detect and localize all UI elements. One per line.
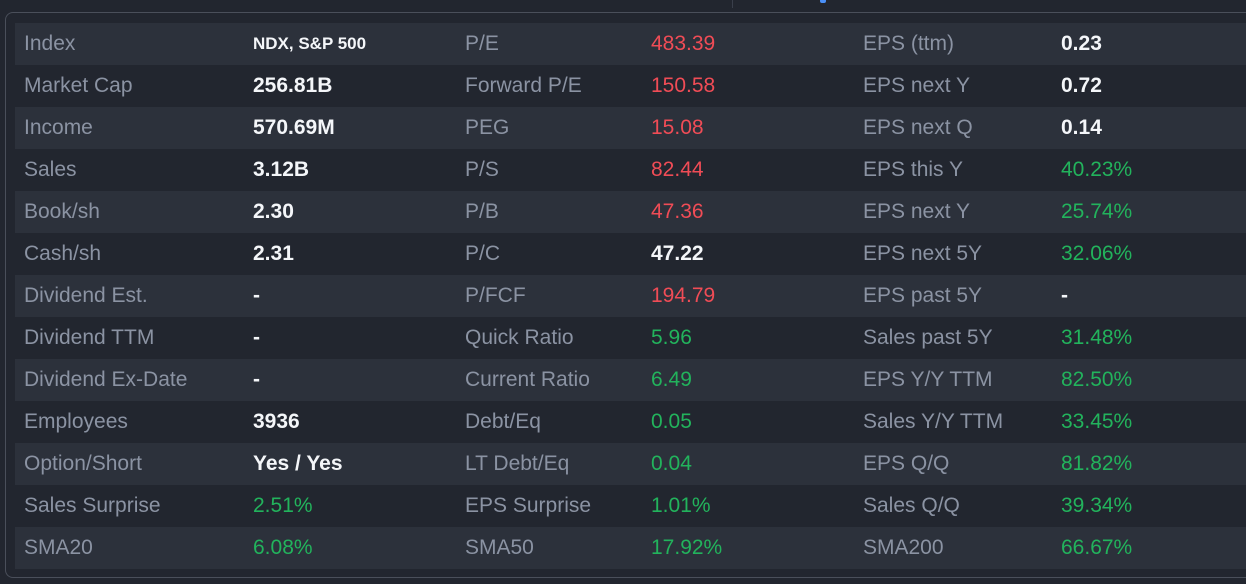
metric-label: Sales past 5Y: [863, 326, 993, 349]
metric-label: SMA20: [24, 536, 93, 559]
metric-label: SMA50: [465, 536, 534, 559]
metric-value: Yes / Yes: [253, 452, 343, 475]
metric-value: 32.06%: [1061, 242, 1133, 265]
metric-value: 47.22: [651, 242, 704, 265]
metric-label: Dividend Ex-Date: [24, 368, 188, 391]
metric-value: 39.34%: [1061, 494, 1133, 517]
metric-label: EPS (ttm): [863, 32, 955, 55]
metric-label: Debt/Eq: [465, 410, 541, 433]
fundamentals-table-card: Index NDX, S&P 500 P/E 483.39 EPS (ttm) 0.23 M…: [5, 12, 1246, 578]
metric-value: 25.74%: [1061, 200, 1133, 223]
table-row: Book/sh 2.30 P/B 47.36 EPS next Y 25.74%: [15, 191, 1246, 233]
metric-label: EPS next Y: [863, 74, 971, 97]
metric-label: Income: [24, 116, 93, 139]
table-row: SMA20 6.08% SMA50 17.92% SMA200 66.67%: [15, 527, 1246, 569]
table-row: Cash/sh 2.31 P/C 47.22 EPS next 5Y 32.06%: [15, 233, 1246, 275]
metric-value: -: [253, 326, 260, 349]
metric-label: P/E: [465, 32, 499, 55]
metric-value: 3936: [253, 410, 300, 433]
metric-value: 66.67%: [1061, 536, 1133, 559]
metric-value: 2.51%: [253, 494, 313, 517]
metric-value: 1.01%: [651, 494, 711, 517]
table-row: Income 570.69M PEG 15.08 EPS next Q 0.14: [15, 107, 1246, 149]
metric-value: 33.45%: [1061, 410, 1133, 433]
metric-label: LT Debt/Eq: [465, 452, 570, 475]
metric-label: EPS Surprise: [465, 494, 592, 517]
table-row: Employees 3936 Debt/Eq 0.05 Sales Y/Y TTM 33.…: [15, 401, 1246, 443]
metric-label: P/S: [465, 158, 499, 181]
metric-value: 256.81B: [253, 74, 333, 97]
metric-value: 82.50%: [1061, 368, 1133, 391]
metric-value: 47.36: [651, 200, 704, 223]
metric-label: EPS next Q: [863, 116, 973, 139]
table-row: Sales 3.12B P/S 82.44 EPS this Y 40.23%: [15, 149, 1246, 191]
metric-label: P/FCF: [465, 284, 526, 307]
metric-value: 2.30: [253, 200, 294, 223]
table-row: Dividend Est. - P/FCF 194.79 EPS past 5Y -: [15, 275, 1246, 317]
metric-value: -: [1061, 284, 1068, 307]
metric-label: Sales Y/Y TTM: [863, 410, 1004, 433]
metric-label: SMA200: [863, 536, 944, 559]
table-row: Market Cap 256.81B Forward P/E 150.58 EPS ne…: [15, 65, 1246, 107]
metric-label: Quick Ratio: [465, 326, 574, 349]
metric-value: 5.96: [651, 326, 692, 349]
metric-label: P/C: [465, 242, 501, 265]
top-tab-indicator: [820, 0, 826, 3]
metric-label: Sales Surprise: [24, 494, 161, 517]
metric-label: Market Cap: [24, 74, 133, 97]
metric-label: Book/sh: [24, 200, 100, 223]
metric-value: -: [253, 368, 260, 391]
table-row: Dividend TTM - Quick Ratio 5.96 Sales past 5…: [15, 317, 1246, 359]
metric-label: Cash/sh: [24, 242, 102, 265]
metric-label: Dividend Est.: [24, 284, 148, 307]
metric-value: 0.04: [651, 452, 692, 475]
table-row: Index NDX, S&P 500 P/E 483.39 EPS (ttm) 0.23: [15, 23, 1246, 65]
metric-value: 2.31: [253, 242, 294, 265]
metric-value: 17.92%: [651, 536, 723, 559]
metric-label: EPS next Y: [863, 200, 971, 223]
metric-label: EPS this Y: [863, 158, 963, 181]
metric-value: 483.39: [651, 32, 716, 55]
table-row: Dividend Ex-Date - Current Ratio 6.49 EPS Y/…: [15, 359, 1246, 401]
metric-label: Index: [24, 32, 76, 55]
metric-value: 82.44: [651, 158, 704, 181]
metric-label: Forward P/E: [465, 74, 582, 97]
metric-label: Employees: [24, 410, 128, 433]
metric-value: 40.23%: [1061, 158, 1133, 181]
metric-value: 15.08: [651, 116, 704, 139]
metric-value: 194.79: [651, 284, 716, 307]
metric-value: 81.82%: [1061, 452, 1133, 475]
metric-label: EPS Q/Q: [863, 452, 950, 475]
metric-label: Option/Short: [24, 452, 142, 475]
metric-label: EPS next 5Y: [863, 242, 983, 265]
metric-value: 0.14: [1061, 116, 1102, 139]
metric-label: PEG: [465, 116, 510, 139]
metric-label: EPS Y/Y TTM: [863, 368, 993, 391]
metric-label: Dividend TTM: [24, 326, 155, 349]
fundamentals-table: Index NDX, S&P 500 P/E 483.39 EPS (ttm) 0.23 M…: [15, 23, 1246, 569]
metric-label: Sales Q/Q: [863, 494, 960, 517]
metric-label: Current Ratio: [465, 368, 590, 391]
metric-label: EPS past 5Y: [863, 284, 983, 307]
metric-value: 150.58: [651, 74, 716, 97]
metric-value: 6.49: [651, 368, 692, 391]
metric-label: Sales: [24, 158, 77, 181]
top-divider: [732, 0, 733, 8]
metric-value: -: [253, 284, 260, 307]
metric-value: 0.72: [1061, 74, 1102, 97]
metric-value: 0.23: [1061, 32, 1102, 55]
metric-value: 3.12B: [253, 158, 310, 181]
metric-value: 31.48%: [1061, 326, 1133, 349]
metric-value: NDX, S&P 500: [253, 34, 367, 53]
metric-value: 6.08%: [253, 536, 313, 559]
table-row: Option/Short Yes / Yes LT Debt/Eq 0.04 EPS Q…: [15, 443, 1246, 485]
metric-label: P/B: [465, 200, 499, 223]
metric-value: 0.05: [651, 410, 692, 433]
table-row: Sales Surprise 2.51% EPS Surprise 1.01% Sale…: [15, 485, 1246, 527]
metric-value: 570.69M: [253, 116, 335, 139]
